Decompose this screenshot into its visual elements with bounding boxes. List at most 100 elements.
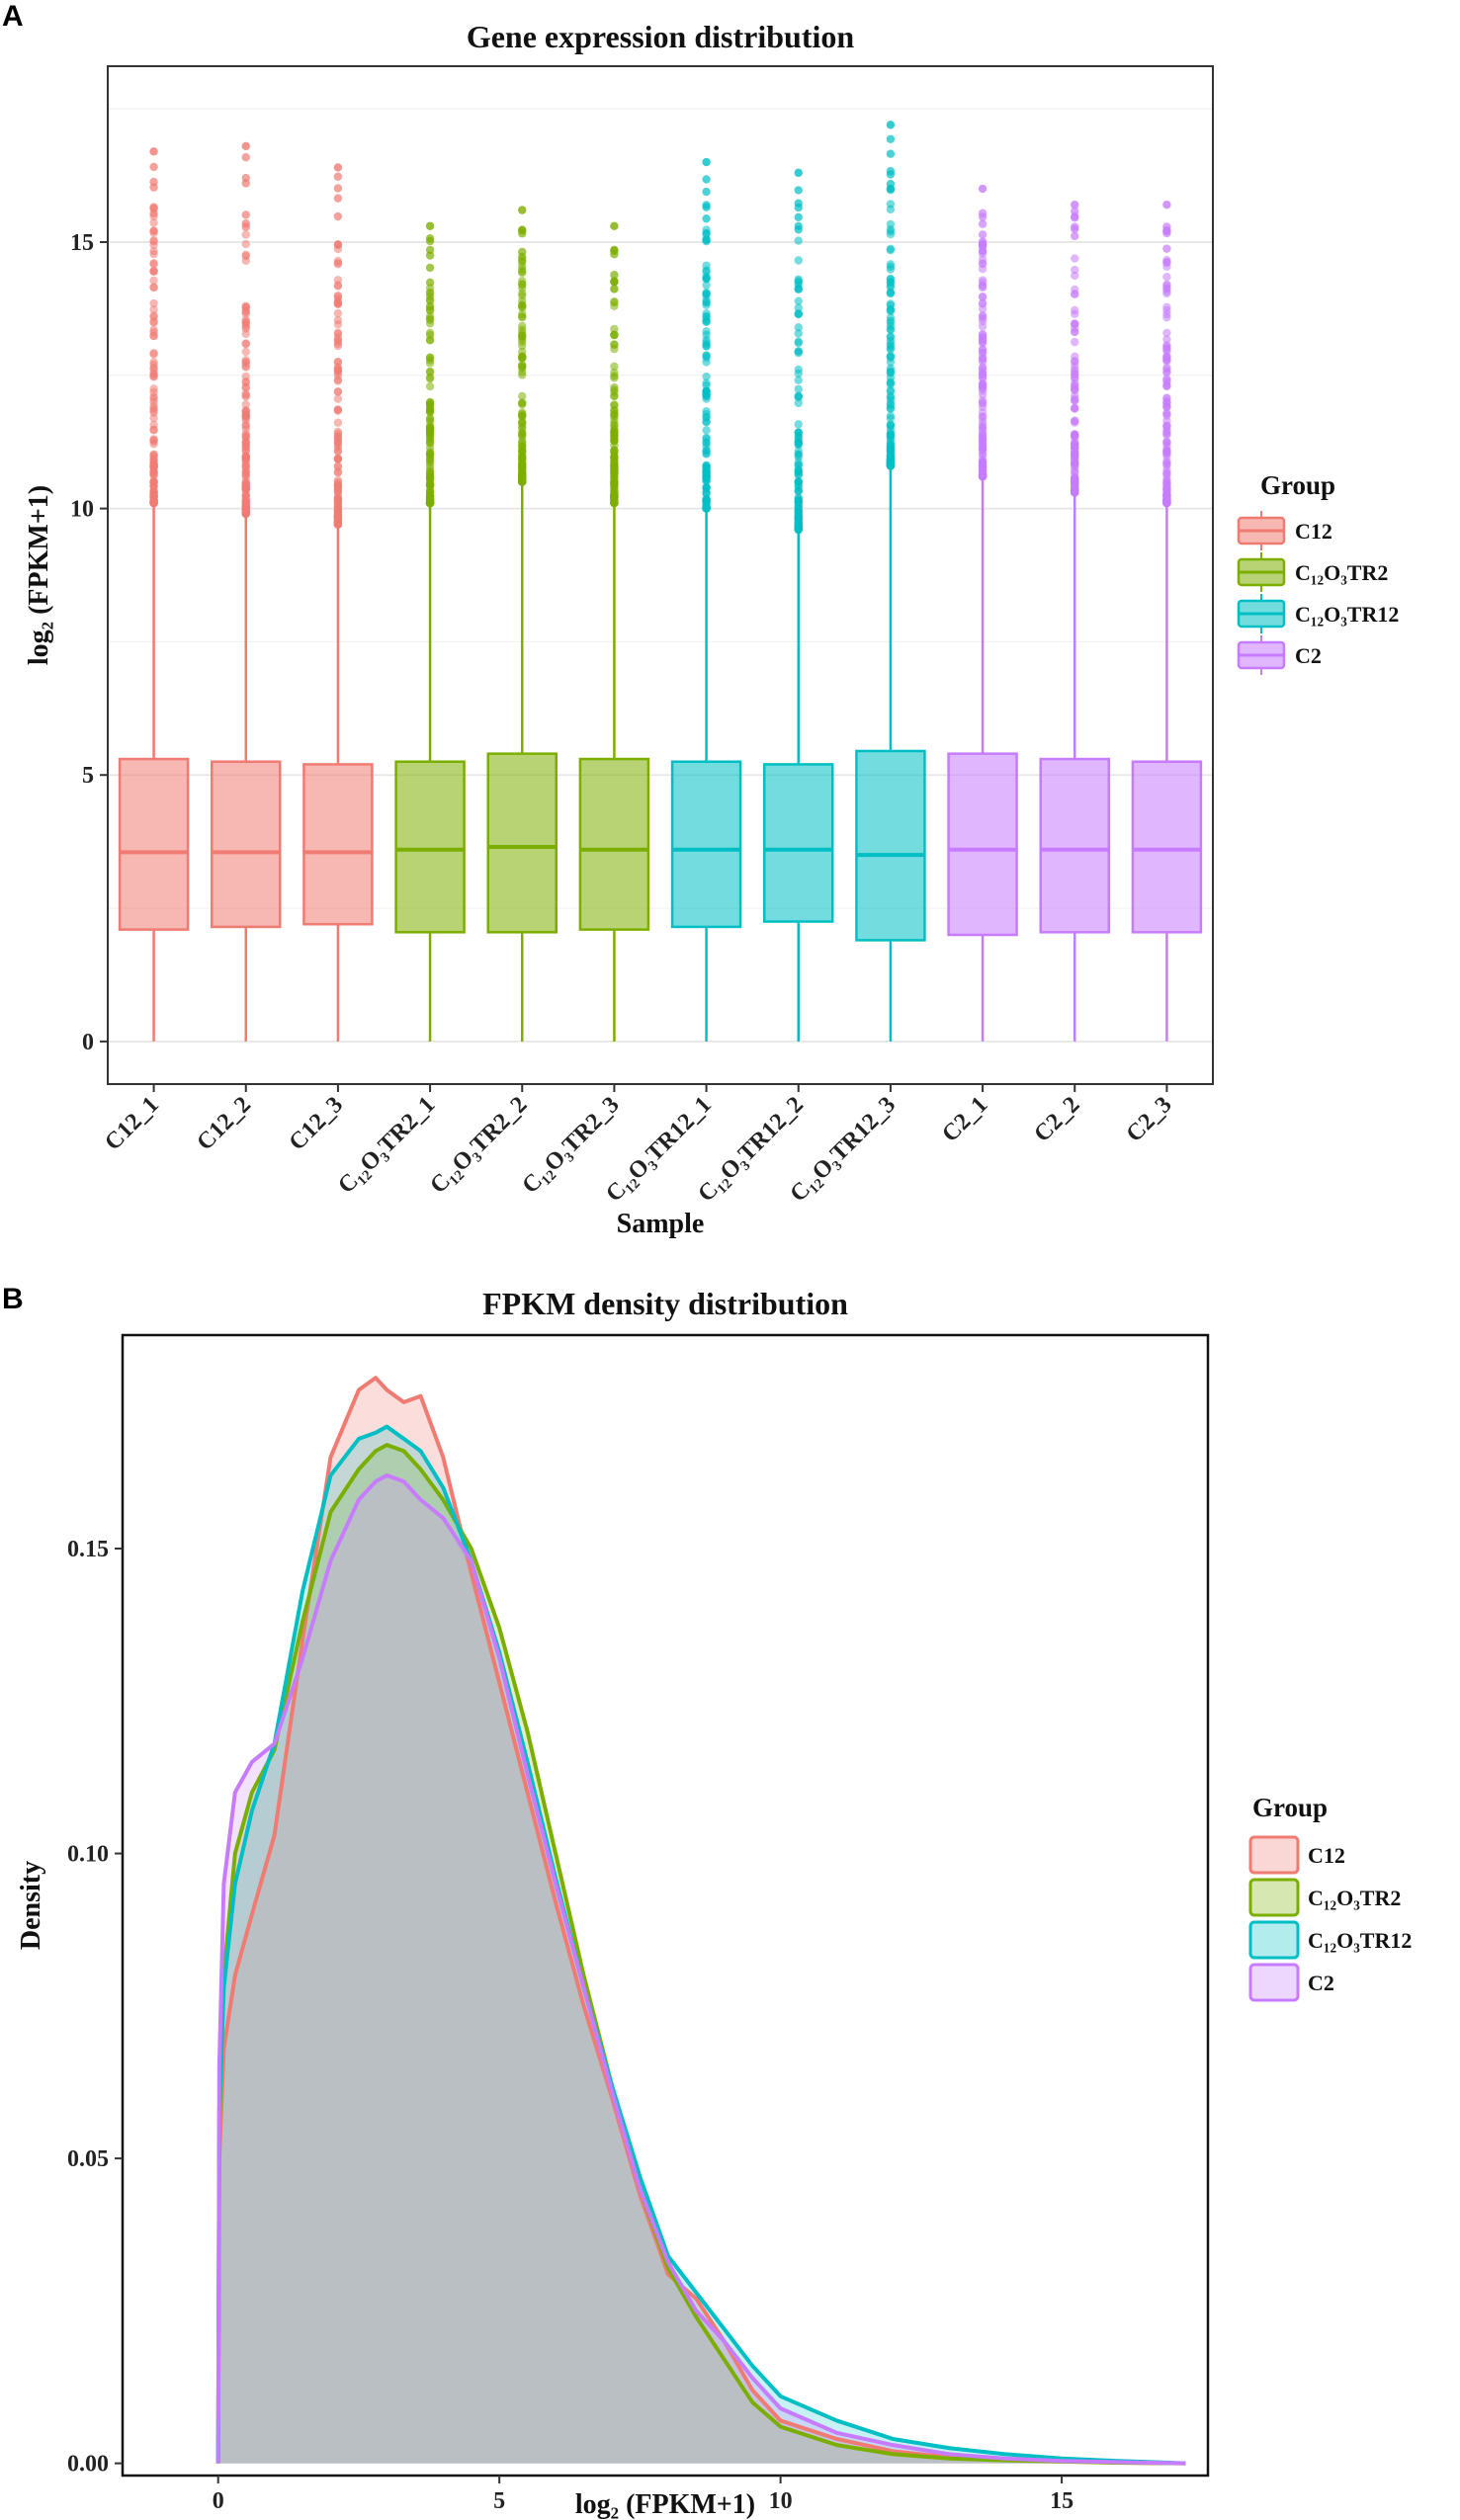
outlier-point bbox=[241, 179, 250, 188]
outlier-max-point bbox=[149, 147, 158, 156]
outlier-max-point bbox=[241, 141, 250, 151]
outlier-point bbox=[333, 297, 343, 306]
outlier-point bbox=[425, 288, 435, 296]
outlier-point bbox=[1071, 265, 1079, 275]
y-tick-label: 0.00 bbox=[67, 2452, 109, 2478]
outlier-point bbox=[702, 496, 711, 506]
outlier-point bbox=[978, 230, 988, 239]
outlier-point bbox=[149, 485, 158, 495]
outlier-point bbox=[886, 260, 896, 269]
outlier-point bbox=[333, 499, 343, 509]
outlier-point bbox=[702, 372, 711, 381]
outlier-point bbox=[794, 199, 803, 208]
outlier-point bbox=[702, 438, 711, 447]
outlier-point bbox=[610, 362, 619, 372]
outlier-point bbox=[425, 438, 435, 448]
outlier-point bbox=[241, 462, 250, 470]
outlier-point bbox=[978, 276, 988, 285]
outlier-max-point bbox=[886, 121, 896, 129]
outlier-point bbox=[610, 437, 619, 446]
outlier-point bbox=[241, 301, 250, 310]
outlier-point bbox=[149, 413, 158, 423]
outlier-point bbox=[333, 438, 343, 447]
outlier-point bbox=[1162, 302, 1171, 311]
legend-label: C2 bbox=[1308, 1971, 1334, 1995]
outlier-point bbox=[1162, 376, 1171, 384]
outlier-point bbox=[1162, 368, 1171, 377]
outlier-point bbox=[978, 450, 988, 459]
outlier-point bbox=[886, 339, 896, 349]
outlier-point bbox=[794, 458, 803, 466]
outlier-point bbox=[1071, 285, 1079, 294]
outlier-max-point bbox=[333, 163, 343, 172]
outlier-point bbox=[425, 314, 435, 323]
outlier-point bbox=[333, 406, 343, 415]
outlier-point bbox=[886, 368, 896, 378]
outlier-point bbox=[794, 323, 803, 332]
legend-swatch bbox=[1248, 1963, 1300, 2002]
outlier-point bbox=[1071, 222, 1079, 231]
outlier-point bbox=[241, 390, 250, 400]
outlier-point bbox=[886, 219, 896, 229]
outlier-point bbox=[794, 225, 803, 234]
outlier-point bbox=[425, 233, 435, 243]
outlier-point bbox=[518, 408, 527, 417]
outlier-point bbox=[149, 387, 158, 397]
outlier-point bbox=[333, 387, 343, 396]
outlier-point bbox=[978, 458, 988, 467]
outlier-point bbox=[149, 162, 158, 172]
outlier-point bbox=[149, 203, 158, 211]
outlier-point bbox=[425, 367, 435, 377]
outlier-point bbox=[149, 236, 158, 245]
legend-title: Group bbox=[1260, 470, 1335, 500]
outlier-point bbox=[886, 184, 896, 194]
outlier-point bbox=[794, 476, 803, 486]
outlier-point bbox=[1162, 272, 1171, 282]
outlier-point bbox=[702, 450, 711, 459]
outlier-point bbox=[610, 271, 619, 280]
x-tick-label: C₁₂O₃TR2_2 bbox=[425, 1092, 532, 1199]
outlier-point bbox=[518, 225, 527, 234]
outlier-point bbox=[1162, 398, 1171, 408]
outlier-max-point bbox=[1162, 201, 1171, 210]
outlier-point bbox=[702, 467, 711, 476]
outlier-point bbox=[241, 347, 250, 357]
outlier-point bbox=[1071, 378, 1079, 388]
outlier-point bbox=[886, 282, 896, 291]
outlier-point bbox=[978, 429, 988, 438]
legend-label: C12 bbox=[1308, 1843, 1345, 1868]
box bbox=[211, 760, 282, 929]
outlier-point bbox=[794, 440, 803, 449]
y-tick-label: 0.10 bbox=[67, 1842, 109, 1868]
outlier-max-point bbox=[794, 168, 803, 178]
outlier-point bbox=[886, 229, 896, 239]
outlier-point bbox=[518, 252, 527, 262]
outlier-point bbox=[978, 332, 988, 342]
outlier-point bbox=[610, 422, 619, 432]
x-tick-label: C12_2 bbox=[192, 1092, 256, 1156]
outlier-point bbox=[518, 441, 527, 450]
outlier-point bbox=[702, 338, 711, 347]
outlier-point bbox=[333, 260, 343, 269]
x-axis-label: log₂ (FPKM+1) bbox=[575, 2489, 755, 2520]
outlier-point bbox=[610, 405, 619, 415]
x-tick-label: C2_3 bbox=[1122, 1092, 1177, 1147]
outlier-point bbox=[886, 385, 896, 395]
chart-title: Gene expression distribution bbox=[467, 19, 855, 54]
outlier-point bbox=[794, 186, 803, 195]
box bbox=[302, 763, 374, 926]
outlier-point bbox=[702, 311, 711, 321]
outlier-point bbox=[1071, 404, 1079, 413]
density-line-c12o3tr2 bbox=[215, 1443, 1186, 2466]
outlier-point bbox=[149, 266, 158, 276]
outlier-point bbox=[610, 277, 619, 286]
outlier-point bbox=[518, 347, 527, 357]
outlier-point bbox=[978, 379, 988, 388]
outlier-point bbox=[794, 281, 803, 290]
outlier-point bbox=[149, 460, 158, 469]
outlier-point bbox=[149, 401, 158, 410]
outlier-point bbox=[425, 473, 435, 482]
outlier-point bbox=[702, 290, 711, 298]
outlier-point bbox=[518, 331, 527, 341]
outlier-point bbox=[794, 525, 803, 535]
